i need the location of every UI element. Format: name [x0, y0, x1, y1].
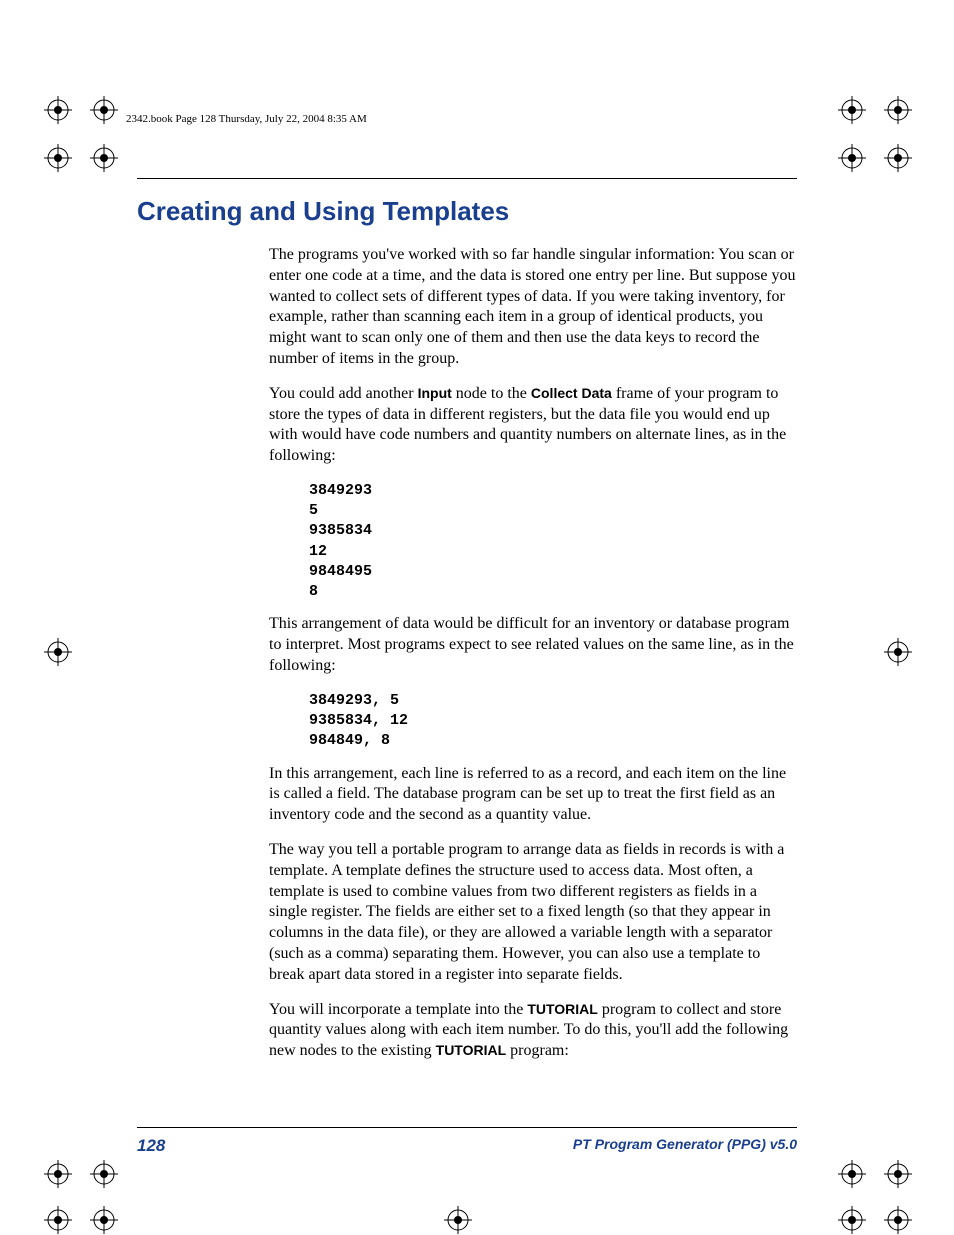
footer-title: PT Program Generator (PPG) v5.0	[573, 1136, 797, 1152]
registration-mark-icon	[44, 1160, 72, 1188]
term-record: record,	[577, 765, 622, 782]
p4-text-a: In this arrangement, each line is referr…	[269, 765, 577, 782]
registration-mark-icon	[90, 1206, 118, 1234]
term-field: field.	[337, 785, 370, 802]
paragraph-6: You will incorporate a template into the…	[269, 1000, 797, 1062]
registration-mark-icon	[838, 1206, 866, 1234]
registration-mark-icon	[838, 144, 866, 172]
registration-mark-icon	[90, 96, 118, 124]
p5-text-a: The way you tell a portable program to a…	[269, 841, 784, 858]
registration-mark-icon	[90, 144, 118, 172]
code-block-2: 3849293, 5 9385834, 12 984849, 8	[309, 691, 797, 752]
section-title: Creating and Using Templates	[137, 196, 797, 227]
body-block: The programs you've worked with so far h…	[269, 245, 797, 1062]
p2-text-a: You could add another	[269, 385, 418, 402]
p2-text-b: node to the	[452, 385, 531, 402]
paragraph-1: The programs you've worked with so far h…	[269, 245, 797, 370]
content-area: Creating and Using Templates The program…	[137, 196, 797, 1076]
code-block-1: 3849293 5 9385834 12 9848495 8	[309, 481, 797, 603]
input-node-label: Input	[418, 385, 452, 401]
registration-mark-icon	[44, 638, 72, 666]
registration-mark-icon	[44, 144, 72, 172]
paragraph-5: The way you tell a portable program to a…	[269, 840, 797, 986]
page-number: 128	[137, 1136, 165, 1156]
term-template: template.	[269, 862, 328, 879]
registration-mark-icon	[838, 1160, 866, 1188]
p5-text-b: A template defines the structure used to…	[269, 862, 772, 983]
registration-mark-icon	[884, 638, 912, 666]
registration-mark-icon	[884, 1160, 912, 1188]
top-rule	[137, 178, 797, 179]
paragraph-4: In this arrangement, each line is referr…	[269, 764, 797, 826]
registration-mark-icon	[884, 144, 912, 172]
collect-data-label: Collect Data	[531, 385, 612, 401]
tutorial-label-1: TUTORIAL	[527, 1001, 598, 1017]
paragraph-3: This arrangement of data would be diffic…	[269, 614, 797, 676]
page-header: 2342.book Page 128 Thursday, July 22, 20…	[126, 113, 367, 125]
registration-mark-icon	[90, 1160, 118, 1188]
registration-mark-icon	[884, 1206, 912, 1234]
registration-mark-icon	[884, 96, 912, 124]
registration-mark-icon	[838, 96, 866, 124]
tutorial-label-2: TUTORIAL	[436, 1042, 507, 1058]
registration-mark-icon	[44, 96, 72, 124]
p6-text-c: program:	[506, 1042, 569, 1059]
registration-mark-icon	[444, 1206, 472, 1234]
registration-mark-icon	[44, 1206, 72, 1234]
page-footer: 128 PT Program Generator (PPG) v5.0	[137, 1127, 797, 1156]
p6-text-a: You will incorporate a template into the	[269, 1001, 527, 1018]
paragraph-2: You could add another Input node to the …	[269, 384, 797, 467]
